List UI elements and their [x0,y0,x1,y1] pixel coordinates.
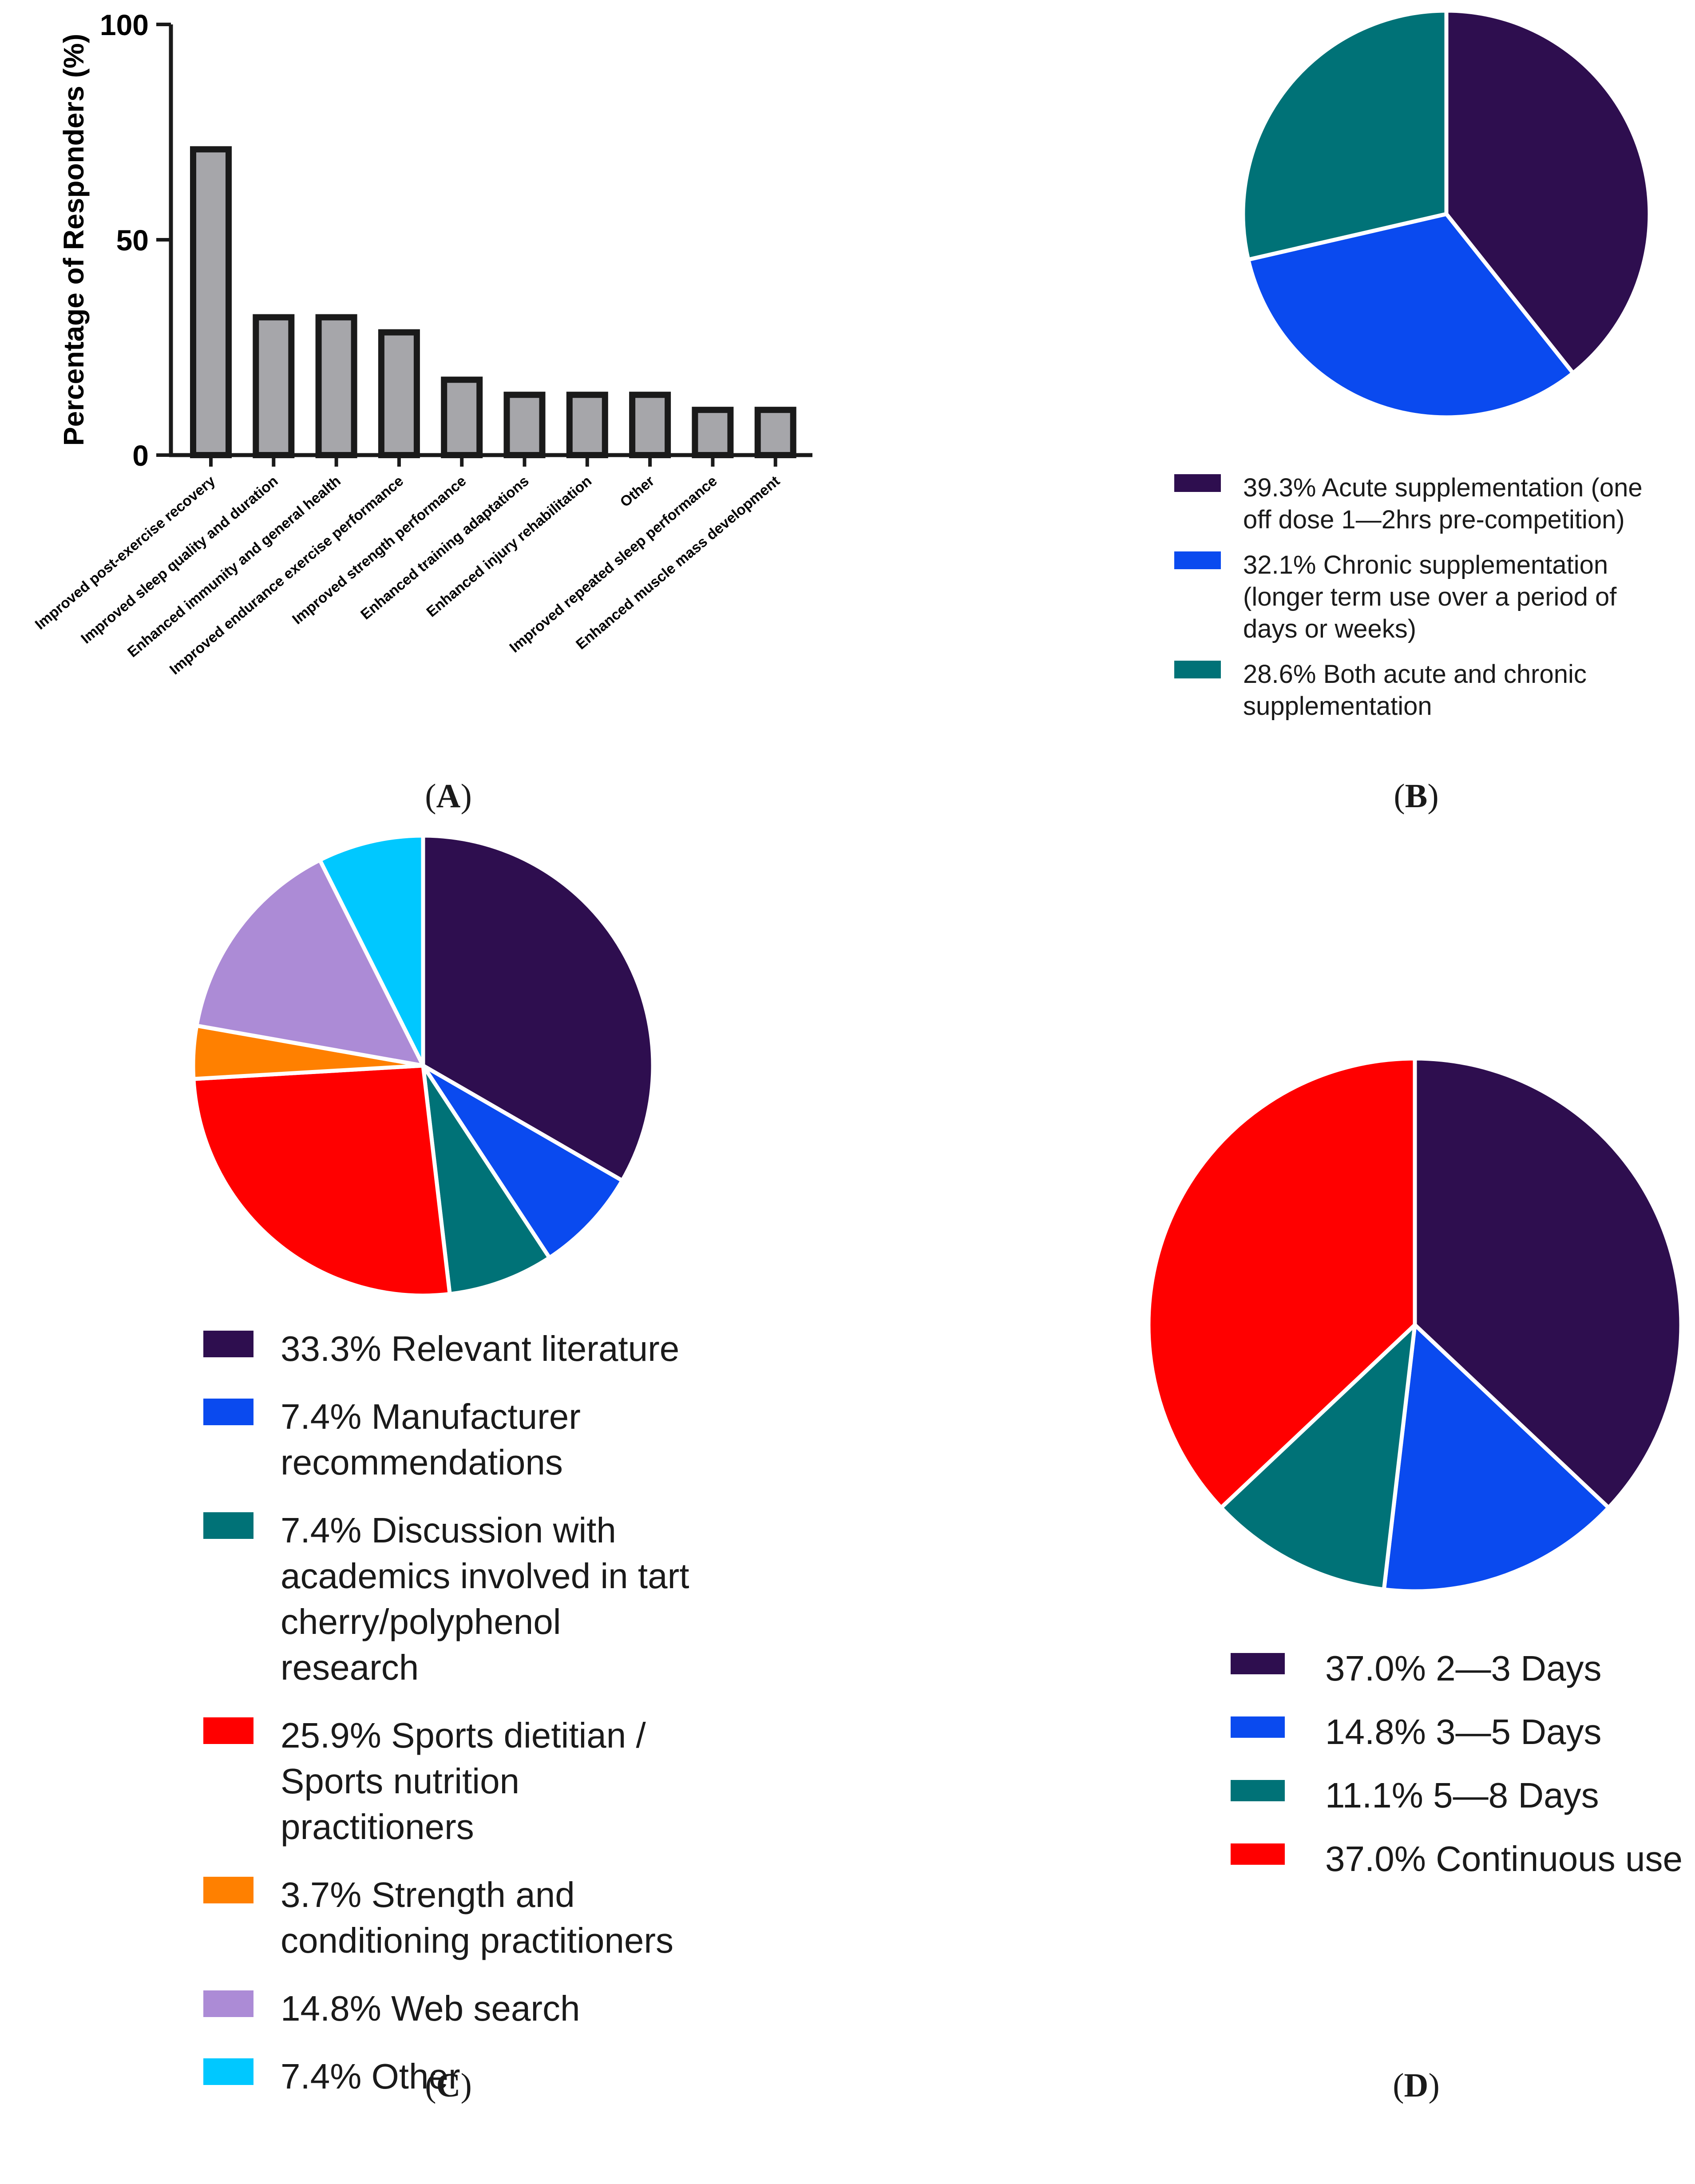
legend-label: research [281,1648,419,1687]
legend-swatch [1174,551,1221,569]
y-tick-label: 0 [132,439,149,472]
legend-label: supplementation [1243,692,1432,721]
legend-label: 37.0% Continuous use [1325,1839,1683,1879]
pie-slice [1246,212,1575,420]
legend-label: 14.8% Web search [281,1989,580,2028]
legend-label: 7.4% Other [281,2057,460,2096]
pie-chart-panel-c [191,833,655,1298]
pie-slice [421,1063,625,1260]
bar [253,314,295,458]
pie-slice [194,858,425,1068]
y-axis-title: Percentage of Responders (%) [58,34,90,446]
y-tick-label: 50 [116,224,149,257]
legend-label: 32.1% Chronic supplementation [1243,551,1608,579]
pie-slice [1444,8,1652,375]
legend-swatch [203,1990,253,2017]
bar [503,392,546,459]
pie-slice [1382,1323,1611,1593]
pie-slice [1219,1323,1417,1592]
legend-swatch [1231,1780,1285,1801]
panel-label: (D) [1393,2067,1440,2104]
legend-swatch [203,1877,253,1903]
legend-label: 37.0% 2—3 Days [1325,1649,1602,1688]
legend-swatch [1231,1653,1285,1674]
bar [566,392,608,459]
legend-swatch [1231,1716,1285,1738]
panel-label: (C) [425,2067,472,2104]
pie-slice [421,833,655,1183]
legend-label: 7.4% Discussion with [281,1510,616,1550]
legend-swatch [203,2058,253,2085]
legend-swatch [1231,1843,1285,1865]
legend-label: conditioning practitioners [281,1921,673,1960]
bar [754,407,796,459]
pie-slice [1146,1056,1417,1510]
legend-label: recommendations [281,1443,563,1482]
legend-swatch [203,1717,253,1744]
x-tick-label: Enhanced immunity and general health [124,472,344,660]
pie-slice [1413,1056,1683,1510]
bars-group [190,146,796,459]
legend-panel-c: 33.3% Relevant literature 7.4% Manufactur… [203,1329,689,2096]
legend-label: 3.7% Strength and [281,1875,575,1914]
panel-label: (B) [1394,777,1438,815]
legend-swatch [203,1399,253,1425]
legend-label: Sports nutrition [281,1761,519,1801]
legend-label: 28.6% Both acute and chronic [1243,660,1587,689]
bar [441,377,483,458]
legend-label: 11.1% 5—8 Days [1325,1776,1599,1815]
legend-panel-b: 39.3% Acute supplementation (one off dose… [1174,473,1643,721]
legend-label: cherry/polyphenol [281,1602,561,1641]
legend-swatch [203,1331,253,1357]
legend-swatch [1174,661,1221,678]
legend-label: 25.9% Sports dietitian / [281,1716,646,1755]
legend-label: (longer term use over a period of [1243,583,1617,611]
legend-label: 33.3% Relevant literature [281,1329,679,1368]
pie-slice [318,833,425,1068]
panel-label: (A) [425,777,472,815]
pie-chart-panel-b [1241,8,1652,420]
pie-slice [191,1063,452,1298]
bar [190,146,232,458]
legend-swatch [1174,474,1221,492]
legend-label: off dose 1—2hrs pre-competition) [1243,505,1625,534]
x-tick-label: Other [617,472,657,510]
bar [692,407,734,459]
x-tick-labels-group: Improved post-exercise recoveryImproved … [32,455,783,678]
legend-label: 39.3% Acute supplementation (one [1243,473,1643,502]
y-ticks-group: 0 50 100 [100,8,171,472]
legend-swatch [203,1512,253,1539]
legend-label: practitioners [281,1807,474,1847]
legend-label: days or weeks) [1243,614,1416,643]
pie-slice [421,1063,552,1296]
legend-label: 7.4% Manufacturer [281,1397,581,1436]
pie-slice [1241,8,1449,262]
bar-chart-panel-a: Percentage of Responders (%) 0 50 100 Impr… [32,8,812,678]
panel-labels: (A) (B) (C) (D) [425,777,1440,2104]
bar [629,392,671,459]
legend-label: academics involved in tart [281,1556,689,1596]
y-tick-label: 100 [100,8,149,41]
legend-label: 14.8% 3—5 Days [1325,1712,1602,1752]
bar [315,314,357,458]
bar [378,329,420,458]
legend-panel-d: 37.0% 2—3 Days 14.8% 3—5 Days 11.1% 5—8 Da… [1231,1649,1683,1879]
x-tick-label: Improved endurance exercise performance [166,472,407,678]
pie-chart-panel-d [1146,1056,1683,1593]
